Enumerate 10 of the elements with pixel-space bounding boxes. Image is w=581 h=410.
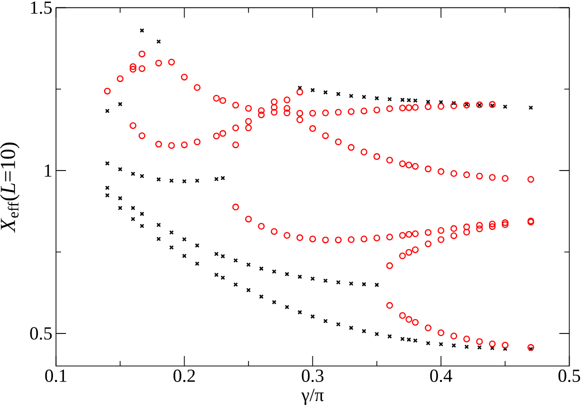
y-tick-label: 1.5 xyxy=(31,1,52,14)
x-tick-label: 0.5 xyxy=(558,370,580,382)
y-tick-label: 0.5 xyxy=(30,327,52,340)
y-tick-label: 1 xyxy=(44,164,52,177)
x-tick-label: 0.3 xyxy=(302,370,324,382)
x-tick-label: 0.4 xyxy=(430,370,452,382)
x-tick-label: 0.1 xyxy=(45,370,66,382)
x-tick-label: 0.2 xyxy=(174,370,195,382)
y-axis-title: X$_{eff}$(L=10) xyxy=(0,142,20,233)
x-axis-title: γ/π xyxy=(301,388,324,405)
